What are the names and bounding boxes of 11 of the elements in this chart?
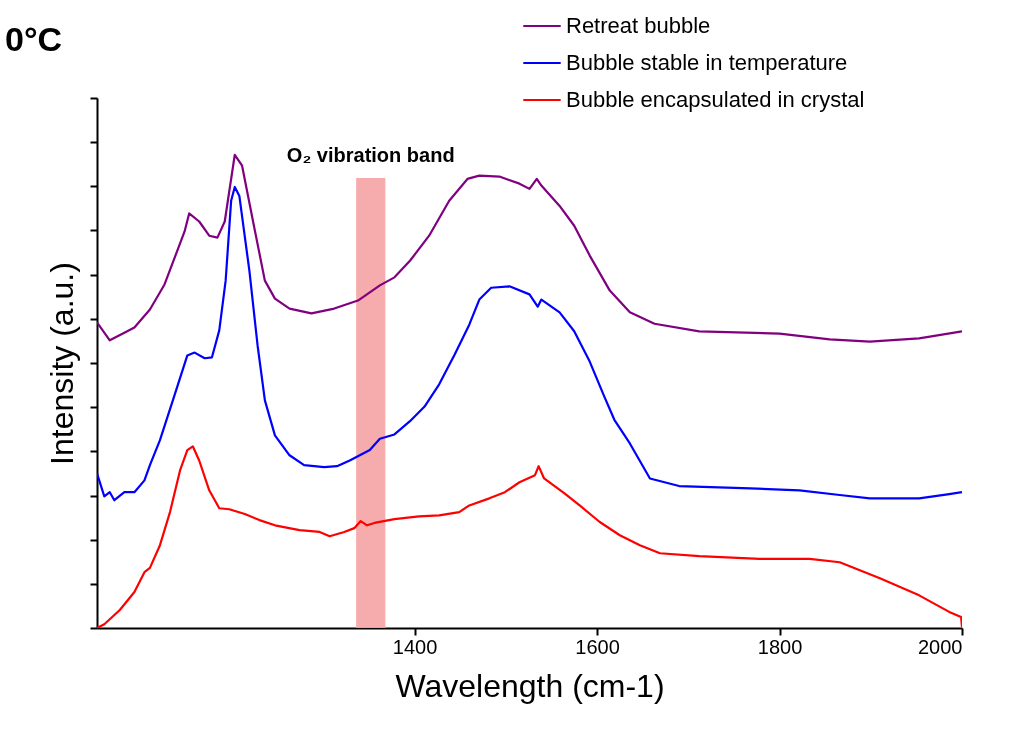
x-axis-title: Wavelength (cm-1) [395, 667, 665, 704]
x-tick-label: 1400 [392, 635, 438, 658]
x-tick-label: 2000 [918, 635, 963, 658]
legend-label: Bubble stable in temperature [566, 50, 848, 75]
text: 0°C [5, 20, 63, 58]
x-tick-label: 1800 [757, 635, 803, 658]
legend-label: Bubble encapsulated in crystal [566, 87, 865, 112]
x-tick-label: 1600 [575, 635, 620, 658]
band-label: O₂ vibration band [286, 144, 455, 166]
legend-label: Retreat bubble [566, 13, 711, 38]
y-axis-title: Intensity (a.u.) [43, 262, 80, 465]
